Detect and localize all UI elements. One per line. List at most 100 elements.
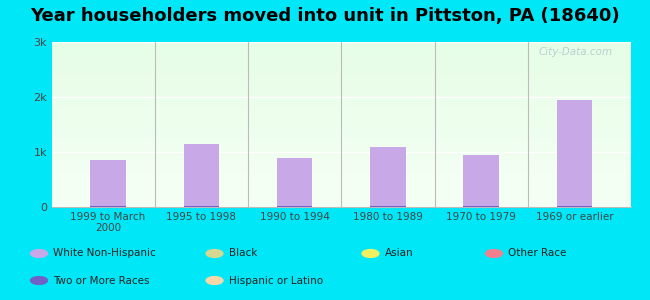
Bar	[52, 191, 630, 192]
Bar	[277, 158, 313, 207]
Bar	[52, 86, 630, 87]
Bar	[183, 144, 219, 207]
Bar	[52, 82, 630, 83]
Bar	[52, 158, 630, 159]
Bar	[52, 132, 630, 133]
Bar	[52, 80, 630, 81]
Bar	[52, 87, 630, 88]
Bar	[52, 96, 630, 97]
Bar	[52, 61, 630, 62]
Bar	[52, 73, 630, 74]
Bar	[52, 151, 630, 152]
Bar	[52, 115, 630, 116]
Bar	[52, 183, 630, 184]
Bar	[52, 46, 630, 47]
Bar	[52, 198, 630, 199]
Bar	[52, 60, 630, 61]
Bar	[52, 193, 630, 194]
Bar	[52, 166, 630, 167]
Bar	[52, 101, 630, 102]
Bar	[52, 152, 630, 153]
Bar	[52, 170, 630, 171]
Bar	[52, 105, 630, 106]
Bar	[52, 185, 630, 186]
Bar	[52, 111, 630, 112]
Bar	[52, 65, 630, 66]
Text: Asian: Asian	[385, 248, 413, 259]
Bar	[52, 50, 630, 51]
Bar	[52, 69, 630, 70]
Bar	[52, 186, 630, 187]
Bar	[52, 85, 630, 86]
Bar	[52, 180, 630, 181]
Bar	[52, 192, 630, 193]
Bar	[90, 160, 125, 207]
Text: Two or More Races: Two or More Races	[53, 275, 150, 286]
Bar	[52, 128, 630, 129]
Bar	[52, 153, 630, 154]
Bar	[52, 45, 630, 46]
Bar	[52, 116, 630, 117]
Bar	[52, 117, 630, 118]
Bar	[52, 93, 630, 94]
Bar	[52, 144, 630, 145]
Bar	[52, 140, 630, 141]
Bar	[52, 150, 630, 151]
Bar	[52, 122, 630, 123]
Bar	[52, 92, 630, 93]
Bar	[52, 83, 630, 84]
Bar	[52, 54, 630, 55]
Bar	[52, 107, 630, 108]
Bar	[52, 48, 630, 49]
Bar	[52, 102, 630, 103]
Bar	[52, 110, 630, 111]
Bar	[52, 100, 630, 101]
Bar	[52, 187, 630, 188]
Bar	[52, 205, 630, 206]
Bar	[463, 206, 499, 207]
Bar	[52, 182, 630, 183]
Bar	[52, 139, 630, 140]
Bar	[52, 147, 630, 148]
Bar	[52, 78, 630, 79]
Bar	[52, 204, 630, 205]
Bar	[52, 55, 630, 56]
Bar	[52, 133, 630, 134]
Bar	[52, 173, 630, 174]
Bar	[52, 43, 630, 44]
Bar	[183, 206, 219, 207]
Bar	[52, 66, 630, 67]
Bar	[557, 206, 592, 207]
Bar	[52, 74, 630, 75]
Bar	[52, 137, 630, 138]
Bar	[52, 91, 630, 92]
Bar	[52, 159, 630, 160]
Bar	[52, 169, 630, 170]
Bar	[52, 119, 630, 120]
Bar	[52, 177, 630, 178]
Bar	[52, 163, 630, 164]
Text: White Non-Hispanic: White Non-Hispanic	[53, 248, 156, 259]
Bar	[52, 194, 630, 195]
Bar	[52, 123, 630, 124]
Bar	[52, 199, 630, 200]
Bar	[52, 160, 630, 161]
Bar	[52, 161, 630, 162]
Bar	[52, 71, 630, 72]
Bar	[52, 77, 630, 78]
Bar	[52, 155, 630, 156]
Bar	[52, 136, 630, 137]
Bar	[52, 75, 630, 76]
Bar	[52, 176, 630, 177]
Bar	[52, 104, 630, 105]
Bar	[52, 184, 630, 185]
Bar	[52, 49, 630, 50]
Bar	[52, 172, 630, 173]
Bar	[52, 171, 630, 172]
Bar	[52, 90, 630, 91]
Bar	[52, 181, 630, 182]
Bar	[52, 106, 630, 107]
Bar	[52, 145, 630, 146]
Bar	[52, 142, 630, 143]
Bar	[52, 167, 630, 168]
